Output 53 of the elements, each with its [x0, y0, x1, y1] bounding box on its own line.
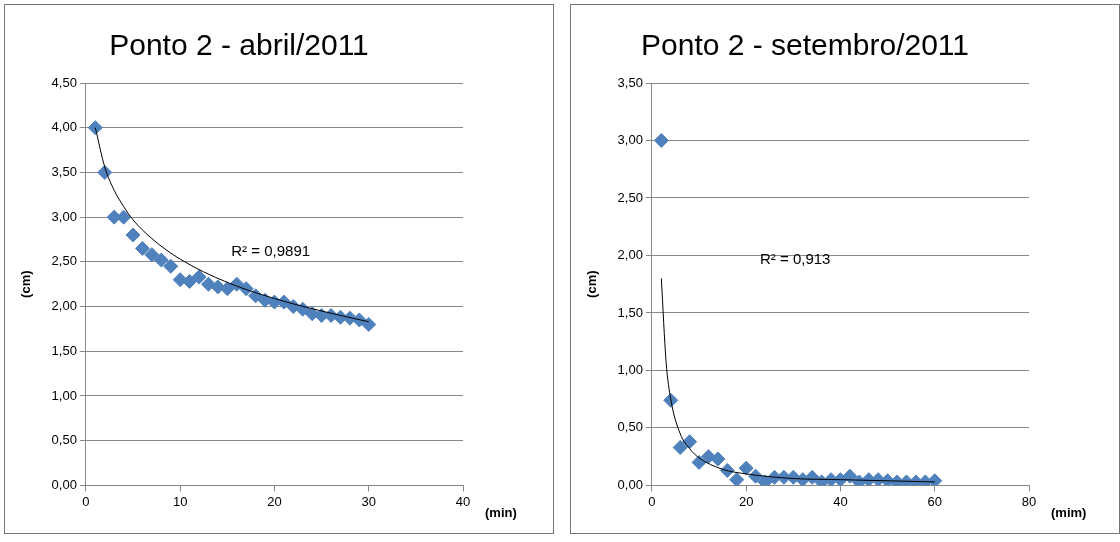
annotation: R² = 0,9891 [231, 242, 311, 260]
x-tick-label: 20 [738, 493, 754, 509]
x-tick-label: 40 [455, 493, 471, 509]
y-tick-label: 1,00 [617, 362, 643, 378]
x-tick-label: 0 [82, 493, 90, 509]
point [710, 451, 726, 467]
y-tick-label: 3,50 [617, 74, 643, 90]
y-tick-label: 1,00 [51, 387, 77, 403]
x-tick-label: 60 [927, 493, 942, 509]
y-tick-label: 0,50 [51, 432, 77, 448]
y-tick-label: 4,50 [51, 74, 77, 90]
x-tick-label: 40 [833, 493, 848, 509]
point [672, 439, 688, 455]
y-tick-label: 1,50 [617, 304, 643, 320]
point [729, 472, 745, 486]
y-tick-label: 0,00 [617, 476, 643, 492]
point [757, 474, 773, 486]
x-axis-title: (mim) [1051, 504, 1087, 520]
x-tick-label: 80 [1021, 493, 1037, 509]
point [182, 274, 198, 290]
x-tick-label: 10 [172, 493, 188, 509]
y-tick-label: 2,50 [51, 253, 77, 269]
point [144, 247, 160, 263]
point [134, 240, 150, 256]
point [361, 316, 377, 332]
x-tick-label: 20 [267, 493, 282, 509]
x-tick-label: 30 [361, 493, 376, 509]
point [653, 132, 669, 148]
y-tick-label: 2,00 [51, 298, 77, 314]
y-axis-title: (cm) [18, 270, 34, 298]
y-tick-label: 3,50 [51, 164, 77, 179]
point [153, 252, 169, 268]
y-tick-label: 0,50 [617, 419, 643, 435]
point [163, 258, 179, 274]
y-tick-label: 1,50 [51, 342, 77, 358]
x-axis-title: (min) [485, 504, 517, 520]
x-tick-label: 0 [648, 493, 656, 509]
y-tick-label: 3,00 [617, 132, 643, 148]
point [125, 227, 141, 243]
y-tick-label: 2,50 [617, 189, 643, 205]
y-tick-label: 3,00 [51, 208, 77, 224]
y-axis-title: (cm) [584, 270, 600, 298]
point [191, 269, 207, 285]
point [738, 460, 754, 476]
chart-title: Ponto 2 - abril/2011 [109, 28, 369, 62]
y-tick-label: 2,00 [617, 247, 643, 263]
chart-title: Ponto 2 - setembro/2011 [641, 28, 969, 62]
point [87, 120, 103, 136]
y-tick-label: 4,00 [51, 119, 77, 135]
y-tick-label: 0,00 [51, 476, 77, 492]
point [200, 276, 216, 292]
point [172, 272, 188, 288]
annotation: R² = 0,913 [759, 250, 831, 268]
